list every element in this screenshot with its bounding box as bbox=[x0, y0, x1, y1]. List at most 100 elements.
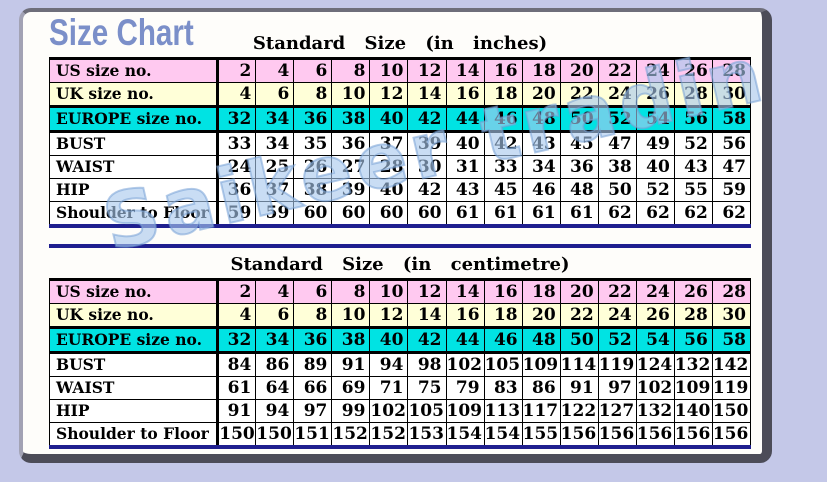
row-label: EUROPE size no. bbox=[48, 326, 220, 354]
value-cell: 10 bbox=[331, 82, 371, 107]
table-row: HIP 91 94 97 99 102 105 109 113 117 122 127 132 140 15… bbox=[48, 399, 752, 423]
value-cell: 46 bbox=[483, 105, 523, 133]
value-cell: 42 bbox=[407, 105, 447, 133]
value-cell: 30 bbox=[407, 155, 447, 179]
table-row: WAIST 24 25 26 27 28 30 31 33 34 36 38 40 43 47 bbox=[48, 155, 752, 179]
value-cell: 48 bbox=[521, 105, 561, 133]
value-cell: 94 bbox=[369, 352, 409, 377]
value-cell: 34 bbox=[255, 131, 295, 156]
value-cell: 6 bbox=[293, 58, 333, 83]
value-cell: 62 bbox=[597, 201, 637, 227]
value-cell: 44 bbox=[445, 105, 485, 133]
row-label: Shoulder to Floor bbox=[48, 201, 220, 227]
value-cell: 156 bbox=[673, 422, 713, 448]
size-table-block-2: Standard Size (in centimetre) US size no.… bbox=[48, 244, 752, 449]
value-cell: 56 bbox=[711, 131, 752, 156]
value-cell: 28 bbox=[673, 82, 713, 107]
value-cell: 71 bbox=[369, 376, 409, 400]
value-cell: 38 bbox=[597, 155, 637, 179]
value-cell: 33 bbox=[483, 155, 523, 179]
value-cell: 48 bbox=[521, 326, 561, 354]
value-cell: 27 bbox=[331, 155, 371, 179]
value-cell: 54 bbox=[635, 326, 675, 354]
value-cell: 84 bbox=[217, 352, 257, 377]
value-cell: 50 bbox=[559, 105, 599, 133]
value-cell: 6 bbox=[293, 279, 333, 304]
value-cell: 35 bbox=[293, 131, 333, 156]
value-cell: 38 bbox=[293, 178, 333, 202]
value-cell: 119 bbox=[711, 376, 752, 400]
value-cell: 62 bbox=[711, 201, 752, 227]
value-cell: 109 bbox=[521, 352, 561, 377]
value-cell: 36 bbox=[293, 326, 333, 354]
value-cell: 43 bbox=[445, 178, 485, 202]
value-cell: 26 bbox=[635, 82, 675, 107]
value-cell: 12 bbox=[369, 303, 409, 328]
value-cell: 31 bbox=[445, 155, 485, 179]
value-cell: 124 bbox=[635, 352, 675, 377]
value-cell: 39 bbox=[331, 178, 371, 202]
value-cell: 44 bbox=[445, 326, 485, 354]
value-cell: 34 bbox=[521, 155, 561, 179]
value-cell: 97 bbox=[597, 376, 637, 400]
value-cell: 34 bbox=[255, 326, 295, 354]
row-label: US size no. bbox=[48, 279, 220, 304]
value-cell: 2 bbox=[217, 279, 257, 304]
value-cell: 26 bbox=[635, 303, 675, 328]
value-cell: 99 bbox=[331, 399, 371, 423]
table-row: EUROPE size no. 32 34 36 38 40 42 44 46 48 50 52 54 5… bbox=[48, 105, 752, 133]
value-cell: 30 bbox=[711, 82, 752, 107]
value-cell: 22 bbox=[559, 82, 599, 107]
row-label: HIP bbox=[48, 178, 220, 202]
table-title: Standard Size (in centimetre) bbox=[230, 254, 570, 275]
table-row: EUROPE size no. 32 34 36 38 40 42 44 46 48 50 52 54 5… bbox=[48, 326, 752, 354]
row-label: WAIST bbox=[48, 155, 220, 179]
value-cell: 119 bbox=[597, 352, 637, 377]
value-cell: 86 bbox=[521, 376, 561, 400]
value-cell: 8 bbox=[331, 58, 371, 83]
value-cell: 10 bbox=[331, 303, 371, 328]
size-table-block-1: Standard Size (in inches) US size no. 2 4 6 8… bbox=[48, 30, 752, 228]
value-cell: 37 bbox=[369, 131, 409, 156]
value-cell: 54 bbox=[635, 105, 675, 133]
value-cell: 105 bbox=[407, 399, 447, 423]
value-cell: 26 bbox=[673, 58, 713, 83]
value-cell: 8 bbox=[293, 82, 333, 107]
table-row: WAIST 61 64 66 69 71 75 79 83 86 91 97 102 109 119 bbox=[48, 376, 752, 400]
value-cell: 117 bbox=[521, 399, 561, 423]
value-cell: 47 bbox=[711, 155, 752, 179]
value-cell: 55 bbox=[673, 178, 713, 202]
value-cell: 24 bbox=[597, 82, 637, 107]
value-cell: 24 bbox=[217, 155, 257, 179]
value-cell: 18 bbox=[483, 303, 523, 328]
value-cell: 109 bbox=[673, 376, 713, 400]
value-cell: 52 bbox=[597, 105, 637, 133]
value-cell: 40 bbox=[369, 326, 409, 354]
value-cell: 122 bbox=[559, 399, 599, 423]
value-cell: 86 bbox=[255, 352, 295, 377]
value-cell: 20 bbox=[521, 303, 561, 328]
value-cell: 20 bbox=[521, 82, 561, 107]
size-table: US size no. 2 4 6 8 10 12 14 16 18 20 22 24 26 28 UK si… bbox=[48, 57, 752, 228]
value-cell: 20 bbox=[559, 58, 599, 83]
value-cell: 58 bbox=[711, 326, 752, 354]
value-cell: 132 bbox=[673, 352, 713, 377]
value-cell: 47 bbox=[597, 131, 637, 156]
value-cell: 83 bbox=[483, 376, 523, 400]
value-cell: 60 bbox=[407, 201, 447, 227]
size-chart-panel: Size Chart Standard Size (in inches) US s… bbox=[19, 8, 772, 463]
value-cell: 105 bbox=[483, 352, 523, 377]
value-cell: 114 bbox=[559, 352, 599, 377]
value-cell: 140 bbox=[673, 399, 713, 423]
value-cell: 16 bbox=[445, 303, 485, 328]
value-cell: 153 bbox=[407, 422, 447, 448]
value-cell: 39 bbox=[407, 131, 447, 156]
value-cell: 75 bbox=[407, 376, 447, 400]
row-label: UK size no. bbox=[48, 303, 220, 328]
row-label: EUROPE size no. bbox=[48, 105, 220, 133]
value-cell: 2 bbox=[217, 58, 257, 83]
value-cell: 4 bbox=[217, 303, 257, 328]
value-cell: 156 bbox=[635, 422, 675, 448]
value-cell: 64 bbox=[255, 376, 295, 400]
